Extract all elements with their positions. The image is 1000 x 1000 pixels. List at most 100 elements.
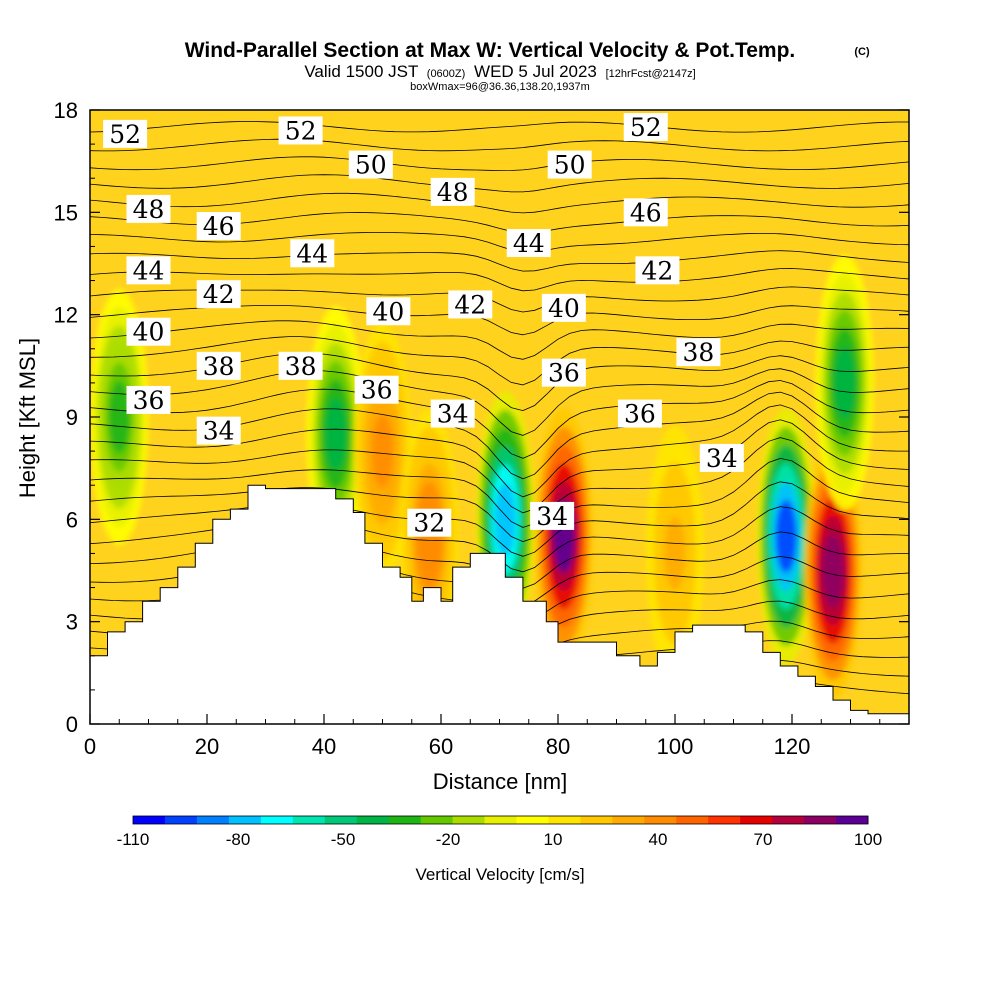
theta-label: 44 [126, 256, 171, 285]
theta-label: 50 [348, 150, 393, 180]
colorbar-swatch [708, 816, 741, 824]
colorbar-tick-label: -50 [331, 830, 356, 849]
theta-label: 40 [541, 293, 586, 323]
theta-contour-line [90, 419, 909, 514]
theta-label-text: 38 [682, 338, 714, 367]
theta-label-text: 42 [454, 290, 486, 319]
theta-label: 40 [126, 317, 171, 347]
colorbar-frame [132, 815, 869, 825]
theta-label-text: 50 [355, 151, 387, 180]
theta-label-text: 36 [133, 386, 165, 415]
theta-label-text: 38 [285, 352, 317, 381]
copyright-mark: (C) [854, 46, 870, 58]
theta-label-text: 40 [548, 294, 580, 323]
theta-contour-labels: 52 52 52 50 50 48 48 46 46 44 44 44 42 42 42 40 40 40 38 38… [103, 113, 744, 538]
theta-label: 42 [196, 280, 241, 309]
colorbar-swatch [772, 816, 805, 824]
colorbar-tick-label: 100 [854, 830, 882, 849]
colorbar-swatch [260, 816, 294, 824]
colorbar-swatch [164, 816, 198, 824]
colorbar-swatch [133, 816, 166, 824]
theta-label-text: 46 [203, 212, 235, 241]
theta-label: 36 [541, 358, 586, 388]
theta-label: 48 [126, 194, 171, 224]
colorbar-tick-label: 10 [544, 830, 563, 849]
colorbar-swatch [612, 816, 645, 824]
colorbar-swatch [836, 816, 869, 824]
theta-label-text: 36 [624, 400, 656, 429]
x-tick-label: 40 [312, 734, 336, 759]
theta-contour-line [90, 268, 909, 292]
colorbar-tick-label: -110 [117, 830, 150, 849]
y-tick-label: 9 [66, 405, 78, 430]
theta-label-text: 52 [630, 113, 662, 142]
y-tick-label: 6 [66, 507, 78, 532]
subtitle-valid: Valid 1500 JST [304, 62, 418, 81]
theta-contour-line [90, 437, 909, 528]
theta-label-text: 52 [109, 120, 141, 149]
theta-label-text: 34 [536, 502, 568, 531]
colorbar-swatch [292, 816, 326, 824]
colorbar-swatch [484, 816, 517, 824]
theta-label: 34 [699, 443, 744, 473]
theta-label: 48 [430, 177, 475, 207]
theta-label-text: 34 [203, 417, 235, 446]
theta-label: 34 [530, 501, 575, 531]
theta-label-text: 42 [203, 280, 235, 309]
colorbar-swatch [356, 816, 390, 824]
theta-label: 52 [623, 113, 668, 142]
theta-label: 38 [196, 351, 241, 381]
theta-label-text: 44 [513, 229, 545, 258]
x-tick-label: 80 [546, 734, 570, 759]
theta-label: 44 [290, 239, 335, 268]
colorbar-swatch [548, 816, 581, 824]
colorbar-tick-label: 40 [649, 830, 668, 849]
subtitle-utc: (0600Z) [427, 68, 466, 80]
theta-label: 36 [354, 375, 399, 405]
colorbar: -110 -80 -50 -20 10 40 70 100 [117, 815, 882, 849]
theta-label-text: 44 [133, 256, 165, 285]
colorbar-swatch [324, 816, 358, 824]
theta-contour-line [90, 121, 909, 133]
theta-label: 36 [126, 385, 171, 415]
theta-contour-line [90, 192, 909, 214]
x-tick-label: 60 [429, 734, 453, 759]
theta-label: 34 [430, 399, 475, 429]
theta-label-text: 40 [372, 297, 404, 326]
colorbar-swatch [420, 816, 454, 824]
x-tick-label: 120 [774, 734, 811, 759]
theta-label-text: 36 [548, 359, 580, 388]
theta-label: 40 [366, 297, 411, 326]
theta-contour-line [90, 250, 909, 272]
theta-label-text: 52 [285, 116, 317, 145]
y-tick-label: 18 [54, 98, 78, 123]
x-axis-label: Distance [nm] [433, 769, 568, 794]
theta-label-text: 40 [133, 318, 165, 347]
theta-label: 42 [448, 290, 493, 319]
theta-contour-line [90, 320, 909, 360]
theta-label-text: 36 [361, 376, 393, 405]
theta-contour-line [90, 232, 909, 253]
colorbar-tick-label: -80 [226, 830, 251, 849]
colorbar-swatch [452, 816, 486, 824]
chart-title: Wind-Parallel Section at Max W: Vertical… [185, 39, 796, 62]
theta-contour-line [90, 156, 909, 172]
y-tick-label: 12 [54, 303, 78, 328]
theta-label-text: 48 [437, 178, 469, 207]
theta-contour-line [90, 457, 909, 543]
theta-contour-line [90, 174, 909, 193]
colorbar-label: Vertical Velocity [cm/s] [415, 865, 584, 884]
subtitle-box: boxWmax=96@36.36,138.20,1937m [410, 81, 590, 93]
theta-label: 38 [278, 351, 323, 381]
theta-contour-line [90, 481, 909, 557]
subtitle-date: WED 5 Jul 2023 [474, 62, 597, 81]
x-tick-label: 20 [195, 734, 219, 759]
vertical-velocity-field [90, 254, 874, 699]
theta-label-text: 34 [706, 444, 738, 473]
theta-label-text: 32 [413, 509, 445, 538]
x-tick-label: 100 [657, 734, 694, 759]
theta-label: 46 [196, 211, 241, 241]
colorbar-swatch [740, 816, 773, 824]
theta-label-text: 44 [296, 239, 328, 268]
